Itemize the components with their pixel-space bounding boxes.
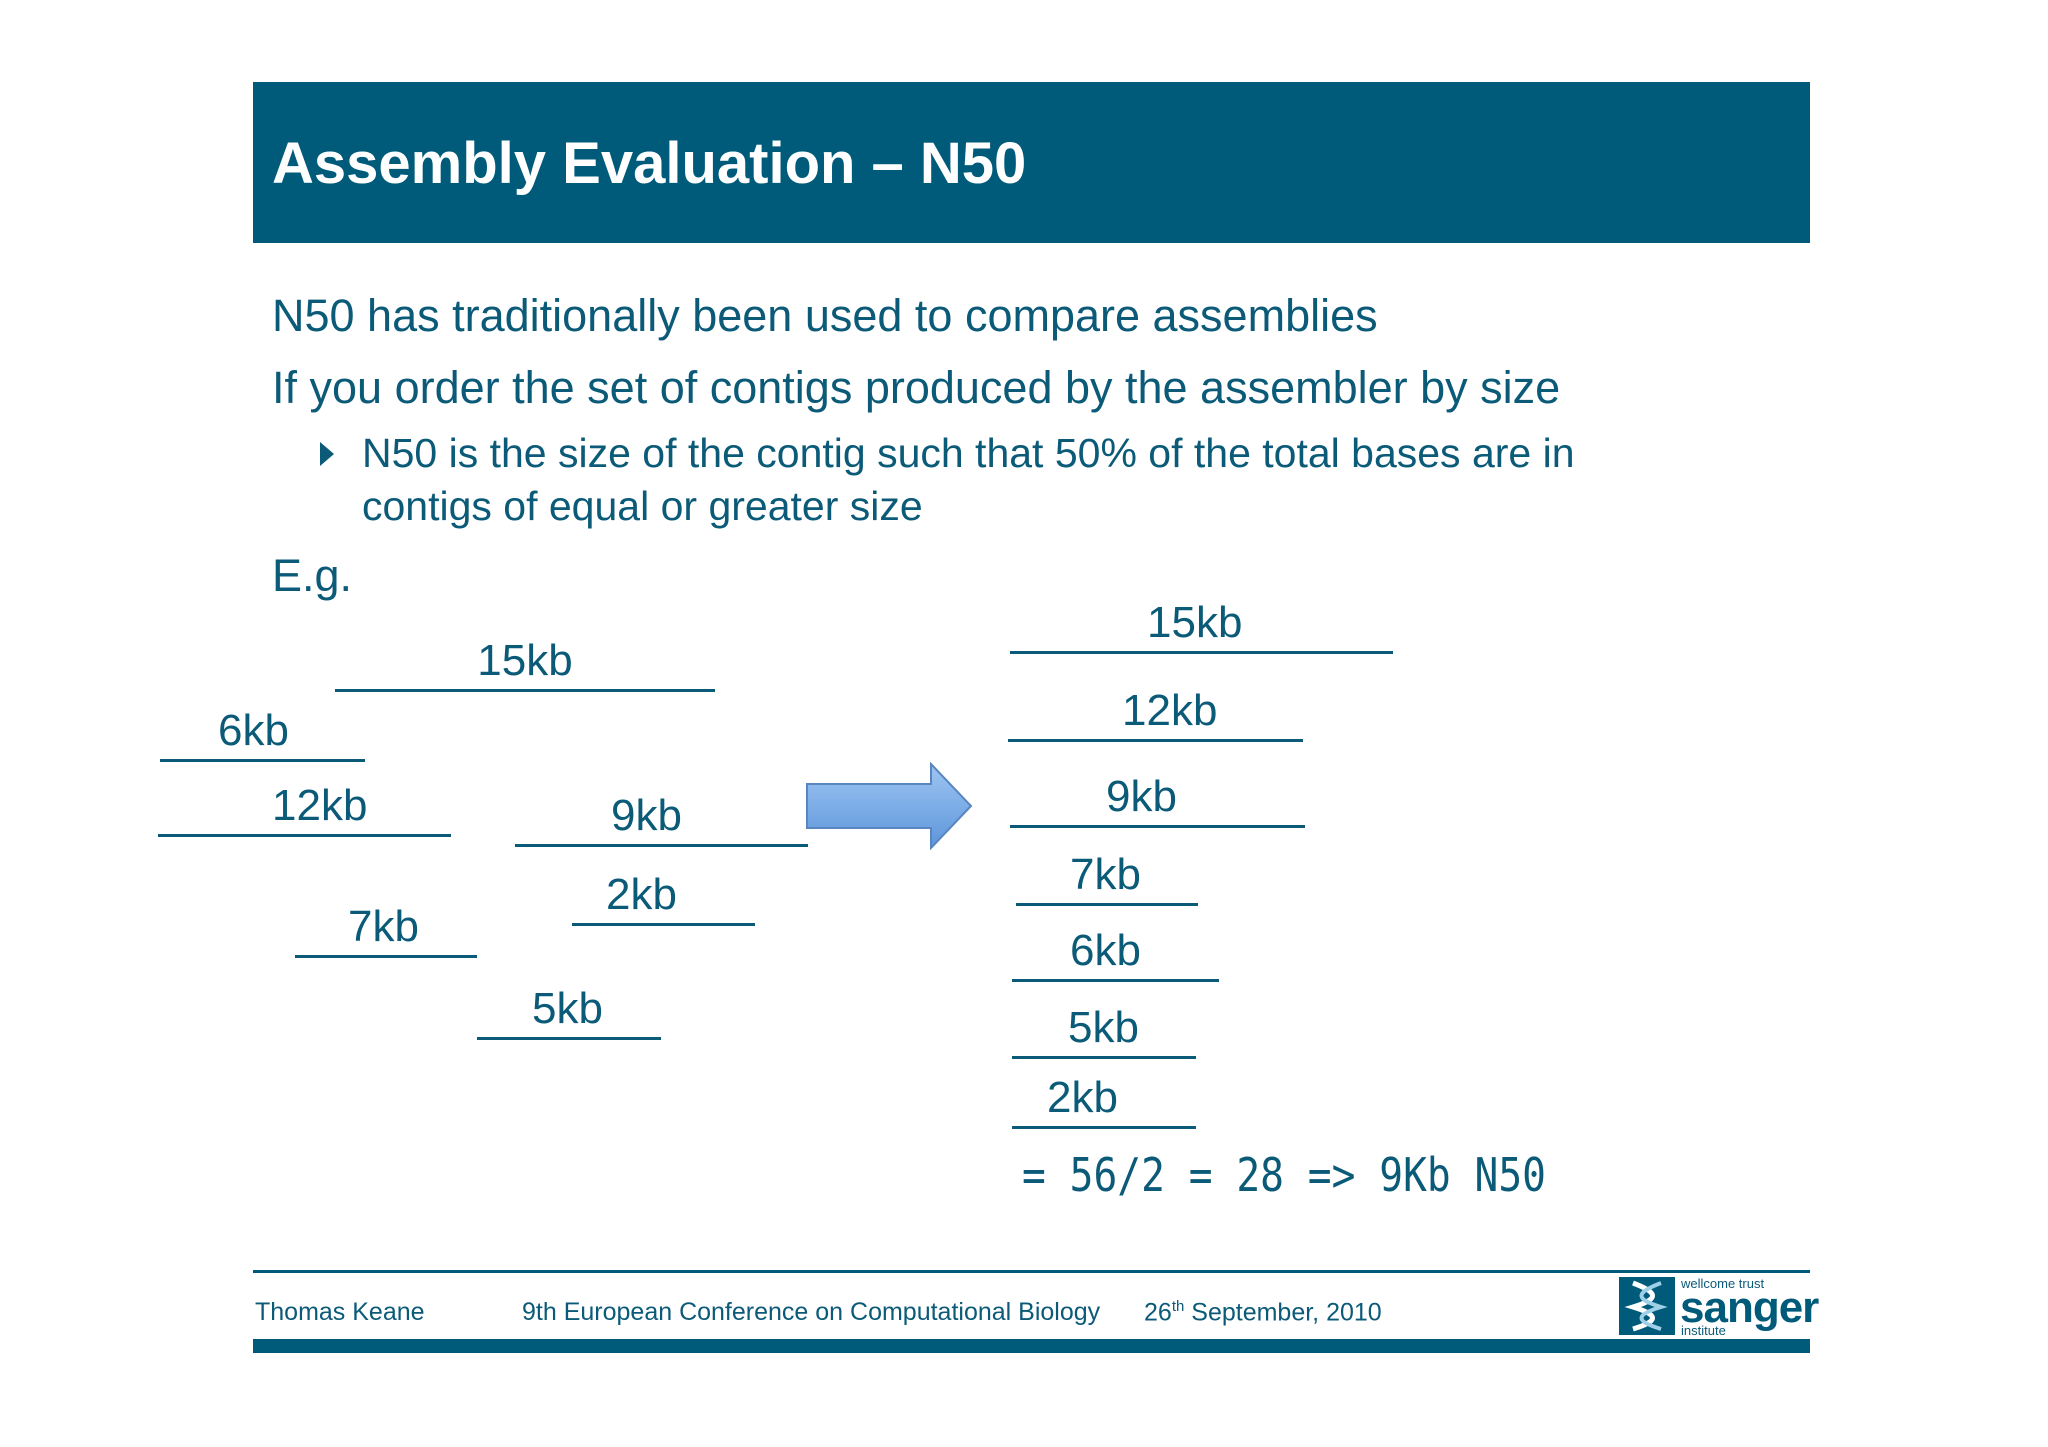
contig-label: 6kb — [1070, 926, 1141, 975]
contig-line — [335, 689, 715, 692]
contig-label: 5kb — [1068, 1003, 1139, 1052]
contig-sorted: 12kb — [1008, 678, 1303, 742]
n50-formula: = 56/2 = 28 => 9Kb N50 — [1022, 1148, 1546, 1202]
logo-name: sanger — [1680, 1283, 1819, 1332]
footer-date-rest: September, 2010 — [1184, 1298, 1382, 1327]
contig-unsorted: 5kb — [477, 978, 661, 1040]
contig-unsorted: 6kb — [160, 700, 365, 762]
text-line-n50-intro: N50 has traditionally been used to compa… — [272, 290, 1378, 341]
contig-sorted: 5kb — [1012, 995, 1196, 1059]
text-line-order-contigs: If you order the set of contigs produced… — [272, 362, 1561, 413]
contig-unsorted: 9kb — [515, 785, 808, 847]
contig-line — [160, 759, 365, 762]
contig-label: 5kb — [532, 984, 603, 1033]
contig-line — [1008, 739, 1303, 742]
dna-helix-icon — [1619, 1277, 1675, 1335]
contig-line — [1012, 1056, 1196, 1059]
contig-label: 15kb — [1147, 598, 1243, 647]
contig-sorted: 9kb — [1010, 764, 1305, 828]
slide-title: Assembly Evaluation – N50 — [272, 131, 1027, 196]
contig-label: 7kb — [1070, 850, 1141, 899]
contig-label: 9kb — [611, 791, 682, 840]
contig-label: 2kb — [606, 870, 677, 919]
footer-date-day: 26 — [1144, 1298, 1172, 1327]
footer-author: Thomas Keane — [255, 1298, 425, 1326]
footer-bar — [253, 1339, 1810, 1353]
contig-unsorted: 15kb — [335, 630, 715, 692]
contig-line — [572, 923, 755, 926]
contig-unsorted: 2kb — [572, 864, 755, 926]
title-bar — [253, 82, 1810, 243]
contig-line — [1012, 979, 1219, 982]
contig-label: 12kb — [272, 781, 368, 830]
contig-line — [1010, 825, 1305, 828]
contig-sorted: 2kb — [1012, 1065, 1196, 1129]
contig-line — [1016, 903, 1198, 906]
bullet-text-line-2: contigs of equal or greater size — [362, 483, 923, 529]
sanger-logo: wellcome trust sanger institute — [1619, 1276, 1819, 1338]
contig-line — [515, 844, 808, 847]
contig-line — [158, 834, 451, 837]
logo-top-text: wellcome trust — [1681, 1276, 1765, 1291]
contig-sorted: 15kb — [1010, 590, 1393, 654]
eg-label: E.g. — [272, 550, 353, 601]
contig-label: 2kb — [1047, 1073, 1118, 1122]
contig-sorted: 7kb — [1016, 842, 1198, 906]
contig-sorted: 6kb — [1012, 918, 1219, 982]
footer-conference: 9th European Conference on Computational… — [522, 1298, 1101, 1326]
footer-date-suffix: th — [1171, 1298, 1185, 1315]
logo-bottom-text: institute — [1681, 1323, 1726, 1338]
right-arrow-icon — [806, 762, 973, 850]
contig-label: 15kb — [477, 636, 573, 685]
contig-label: 7kb — [348, 902, 419, 951]
bullet-triangle-icon — [320, 442, 334, 466]
contig-unsorted: 7kb — [295, 896, 477, 958]
contig-line — [477, 1037, 661, 1040]
contig-line — [295, 955, 477, 958]
contig-label: 9kb — [1106, 772, 1177, 821]
contig-line — [1012, 1126, 1196, 1129]
footer-date: 26th September, 2010 — [1144, 1298, 1382, 1327]
bullet-text-line-1: N50 is the size of the contig such that … — [362, 430, 1575, 476]
contig-line — [1010, 651, 1393, 654]
contig-unsorted: 12kb — [158, 775, 451, 837]
contig-label: 6kb — [218, 706, 289, 755]
contig-label: 12kb — [1122, 686, 1218, 735]
footer-divider — [253, 1270, 1810, 1273]
